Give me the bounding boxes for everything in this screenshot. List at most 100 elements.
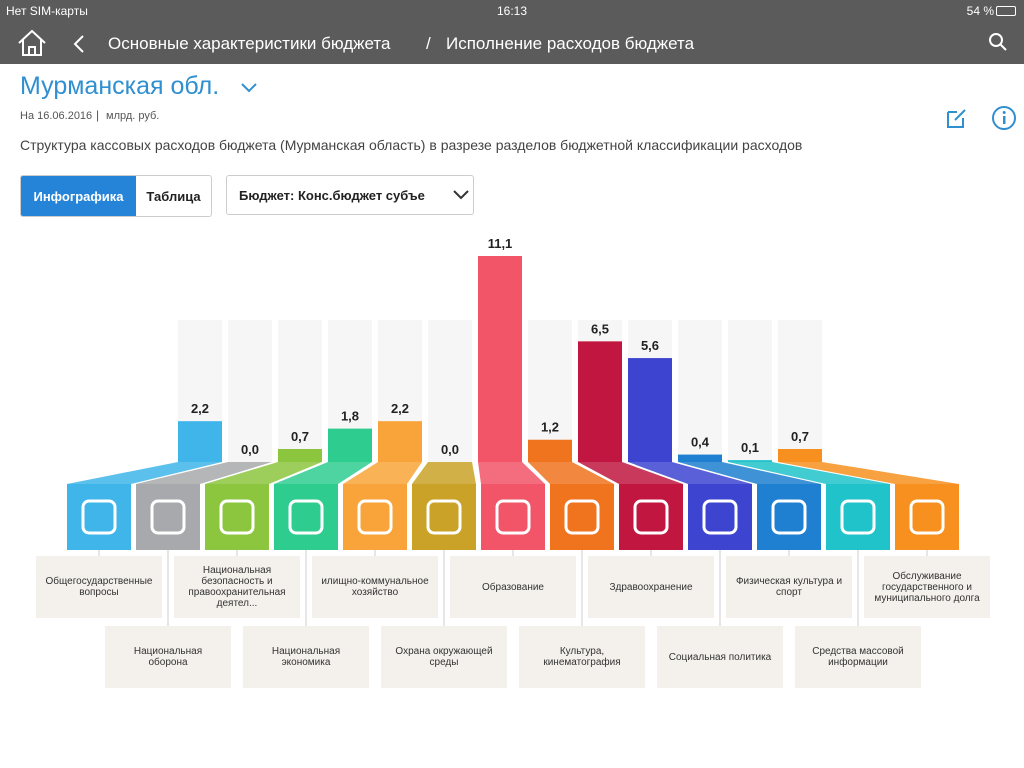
connector: [412, 462, 476, 484]
value-label: 2,2: [391, 401, 409, 416]
value-label: 6,5: [591, 321, 609, 336]
bar: [278, 449, 322, 462]
value-label: 1,2: [541, 420, 559, 435]
category-label: Средства массовой информации: [795, 626, 921, 688]
icon-glyph: [771, 499, 807, 535]
bar-background: [528, 320, 572, 462]
category-icon: [136, 484, 200, 550]
category-label: Обслуживание государственного и муниципа…: [864, 556, 990, 618]
connector: [678, 462, 821, 484]
tab[interactable]: Инфографика: [21, 176, 136, 216]
search-button[interactable]: [988, 32, 1008, 52]
connector: [274, 462, 372, 484]
bar: [678, 454, 722, 462]
category-icon: [274, 484, 338, 550]
connector: [478, 462, 545, 484]
bar: [178, 421, 222, 462]
category-label: Здравоохранение: [588, 556, 714, 618]
icon-glyph: [357, 499, 393, 535]
connector: [528, 462, 614, 484]
icon-glyph: [909, 499, 945, 535]
connector: [628, 462, 752, 484]
budget-dropdown[interactable]: Бюджет: Конс.бюджет субъе: [226, 175, 474, 215]
value-label: 0,7: [791, 429, 809, 444]
category-label: Физическая культура и спорт: [726, 556, 852, 618]
tab[interactable]: Таблица: [146, 188, 201, 204]
bar: [378, 421, 422, 462]
bar: [328, 428, 372, 462]
description: Структура кассовых расходов бюджета (Мур…: [20, 137, 803, 153]
value-label: 0,0: [241, 442, 259, 457]
home-button[interactable]: [16, 28, 48, 58]
region-dropdown[interactable]: [240, 82, 258, 94]
category-icon: [205, 484, 269, 550]
bar: [728, 460, 772, 462]
category-icon: [895, 484, 959, 550]
bar-background: [278, 320, 322, 462]
category-label: Охрана окружающей среды: [381, 626, 507, 688]
value-label: 11,1: [488, 236, 513, 251]
category-label: Национальная оборона: [105, 626, 231, 688]
category-label: Образование: [450, 556, 576, 618]
icon-glyph: [495, 499, 531, 535]
connector: [205, 462, 322, 484]
category-label: Национальная экономика: [243, 626, 369, 688]
bar-background: [428, 320, 472, 462]
bar: [528, 439, 572, 462]
value-label: 0,1: [741, 440, 759, 455]
info-button[interactable]: [991, 105, 1017, 131]
icon-glyph: [840, 499, 876, 535]
category-icon: [826, 484, 890, 550]
nav-title-1[interactable]: Основные характеристики бюджета: [108, 34, 391, 53]
icon-glyph: [564, 499, 600, 535]
value-label: 1,8: [341, 409, 359, 424]
category-label: Культура, кинематография: [519, 626, 645, 688]
connector: [67, 462, 222, 484]
bar: [628, 358, 672, 462]
category-label: илищно-коммунальное хозяйство: [312, 556, 438, 618]
category-label: Социальная политика: [657, 626, 783, 688]
battery-icon: [996, 6, 1016, 16]
value-label: 5,6: [641, 338, 659, 353]
dropdown-arrow: [453, 190, 469, 200]
units: млрд. руб.: [106, 110, 160, 122]
region[interactable]: Мурманская обл.: [20, 72, 220, 100]
dropdown-text: Бюджет: Конс.бюджет субъе: [239, 188, 425, 203]
bar: [578, 341, 622, 462]
category-icon: [343, 484, 407, 550]
bar: [778, 449, 822, 462]
category-icon: [619, 484, 683, 550]
bar-background: [678, 320, 722, 462]
divider: |: [96, 108, 100, 122]
nav-title-2: Исполнение расходов бюджета: [446, 34, 695, 53]
back-button[interactable]: [72, 34, 86, 54]
battery: 54 %: [966, 4, 994, 18]
connector: [728, 462, 890, 484]
nav-separator: /: [426, 34, 431, 53]
bar-background: [728, 320, 772, 462]
top-bar: Нет SIM-карты 16:13 54 % Основные характ…: [0, 0, 1024, 64]
bar-background: [778, 320, 822, 462]
bar: [478, 256, 522, 462]
icon-glyph: [702, 499, 738, 535]
date: На 16.06.2016: [20, 110, 93, 122]
category-label: Общегосударственные вопросы: [36, 556, 162, 618]
icon-glyph: [426, 499, 462, 535]
value-label: 0,0: [441, 442, 459, 457]
icon-glyph: [219, 499, 255, 535]
carrier: Нет SIM-карты: [6, 4, 88, 18]
value-label: 2,2: [191, 401, 209, 416]
edit-button[interactable]: [945, 106, 969, 130]
category-icon: [481, 484, 545, 550]
connector: [343, 462, 422, 484]
connector: [778, 462, 959, 484]
value-label: 0,4: [691, 435, 710, 450]
icon-glyph: [150, 499, 186, 535]
connector: [136, 462, 272, 484]
value-label: 0,7: [291, 429, 309, 444]
icon-glyph: [288, 499, 324, 535]
time: 16:13: [496, 4, 528, 18]
category-icon: [67, 484, 131, 550]
